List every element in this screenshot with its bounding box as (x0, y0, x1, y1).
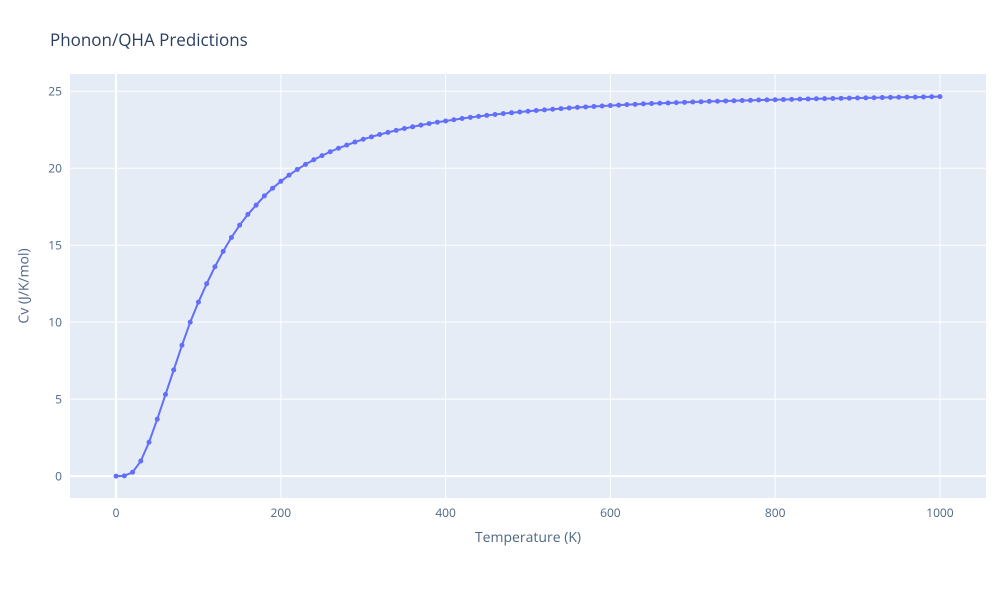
y-tick: 0 (55, 468, 62, 485)
x-tick: 1000 (926, 504, 953, 521)
x-axis-label: Temperature (K) (475, 528, 581, 547)
x-tick: 600 (600, 504, 621, 521)
data-series[interactable] (0, 0, 1000, 600)
x-tick: 400 (435, 504, 456, 521)
y-axis-label: Cv (J/K/mol) (15, 248, 34, 323)
chart-container: Phonon/QHA Predictions 02004006008001000… (0, 0, 1000, 600)
x-tick: 200 (271, 504, 292, 521)
y-tick: 10 (48, 314, 62, 331)
y-tick: 15 (48, 237, 62, 254)
x-tick: 0 (113, 504, 120, 521)
y-tick: 25 (48, 83, 62, 100)
y-tick: 5 (55, 391, 62, 408)
x-tick: 800 (765, 504, 786, 521)
y-tick: 20 (48, 160, 62, 177)
